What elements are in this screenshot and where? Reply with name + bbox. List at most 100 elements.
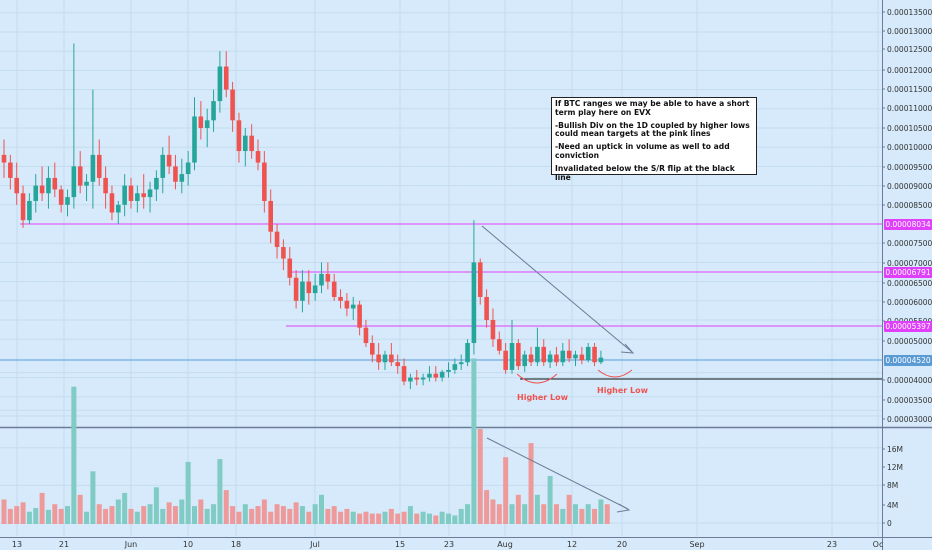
annotation-line-2: -Bullish Div on the 1D coupled by higher… (555, 120, 750, 139)
candle (46, 166, 51, 209)
candle-body (198, 116, 204, 128)
volume-bar (369, 513, 375, 524)
candle (173, 154, 178, 190)
candle-body (325, 273, 331, 282)
price-tick-label: 0.00011000 (887, 104, 932, 113)
volume-bar (566, 494, 572, 524)
candle (344, 293, 350, 317)
candle-body (27, 200, 32, 221)
volume-bar (414, 513, 420, 524)
price-tick-label: 0.00007500 (887, 239, 932, 248)
volume-bar (331, 506, 337, 524)
candle (573, 350, 578, 367)
candle (452, 358, 458, 374)
candle-body (179, 174, 185, 182)
higher-low-arc-2 (597, 369, 633, 378)
candle (243, 128, 248, 167)
candle-body (287, 258, 293, 278)
candle (128, 177, 134, 209)
candle (528, 346, 534, 367)
candle (471, 220, 477, 355)
candle-body (497, 339, 502, 351)
candle (255, 139, 261, 171)
candle (401, 358, 407, 386)
volume-bar (344, 508, 350, 524)
volume-bar (179, 499, 185, 524)
volume-tick-label: 12M (887, 463, 903, 472)
candle-body (249, 135, 254, 152)
candle-body (344, 300, 350, 309)
candle (427, 366, 432, 382)
candle-body (471, 262, 477, 344)
candle (147, 181, 153, 213)
volume-bar (20, 502, 26, 524)
volume-bar (439, 511, 445, 524)
price-tick-label: 0.00007000 (887, 259, 932, 268)
candle (179, 158, 185, 194)
candle-body (262, 162, 267, 201)
candle (484, 289, 489, 328)
candle-body (509, 343, 515, 370)
candle (503, 343, 508, 374)
candle-body (84, 181, 89, 186)
candle (477, 258, 483, 305)
candle-body (446, 369, 451, 372)
volume-bar (185, 461, 191, 524)
volume-tick-label: 16M (887, 445, 903, 454)
level-tag-1: 0.00008034 (884, 218, 932, 230)
candle (192, 97, 197, 171)
candle (116, 200, 121, 224)
price-trendline-arrow (620, 343, 635, 354)
candle-body (192, 116, 197, 163)
volume-bar (490, 499, 496, 524)
level-tag-4: 0.00004520 (884, 354, 932, 366)
candle (8, 154, 13, 190)
annotation-box[interactable]: If BTC ranges we may be able to have a s… (551, 97, 757, 182)
time-tick-label: Jun (124, 540, 138, 549)
candle-body (8, 162, 13, 178)
volume-bar (204, 508, 210, 524)
volume-bar (407, 506, 413, 524)
candle (433, 366, 439, 382)
volume-bar (274, 504, 280, 524)
volume-bar (534, 494, 540, 524)
candle-body (331, 281, 337, 297)
candle (465, 339, 470, 367)
volume-bar (261, 499, 267, 524)
candle (287, 247, 293, 286)
candle-body (490, 320, 496, 340)
candle (458, 354, 464, 370)
volume-bar (7, 508, 13, 524)
candle-body (109, 193, 115, 213)
candle-body (420, 377, 426, 380)
candle-body (579, 354, 585, 361)
candle (338, 289, 343, 309)
candle-body (46, 177, 51, 194)
volume-bar (592, 508, 598, 524)
volume-tick-label: 4M (887, 501, 898, 510)
volume-bar (33, 507, 39, 524)
price-tick-label: 0.00012000 (887, 66, 932, 75)
candle-body (573, 354, 578, 359)
candle (71, 43, 77, 209)
volume-bar (242, 504, 248, 524)
candle-body (427, 373, 432, 378)
candle (274, 224, 280, 259)
volume-bar (496, 504, 502, 524)
candle-body (90, 154, 96, 182)
candle (566, 339, 572, 363)
volume-bar (522, 504, 528, 524)
candle-body (217, 66, 223, 102)
candle (490, 308, 496, 347)
price-tick-label: 0.00005000 (887, 337, 932, 346)
candle-body (293, 277, 299, 301)
price-tick-label: 0.00003000 (887, 415, 932, 424)
volume-bar (579, 508, 585, 524)
volume-bar (458, 508, 464, 524)
candle (414, 369, 420, 386)
price-tick-label: 0.00010000 (887, 143, 932, 152)
volume-bar (109, 506, 115, 524)
time-tick-label: Jul (309, 540, 320, 549)
